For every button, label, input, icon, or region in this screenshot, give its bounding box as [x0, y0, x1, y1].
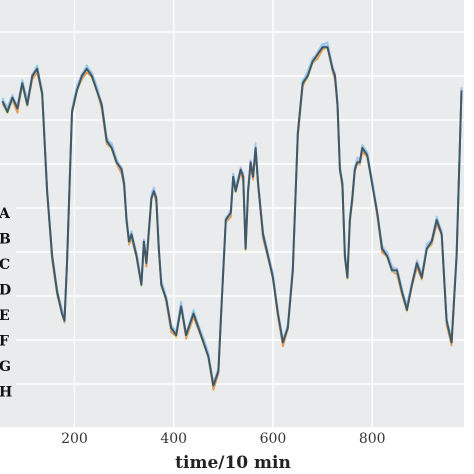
legend-label-A: A: [0, 206, 11, 222]
x-tick-label-600: 600: [260, 431, 287, 447]
x-axis-ticks: 200 400 600 800: [61, 431, 385, 447]
series-lines: [1, 41, 463, 391]
legend-label-E: E: [0, 308, 10, 324]
x-tick-label-200: 200: [61, 431, 88, 447]
legend-label-C: C: [0, 257, 10, 273]
legend-label-F: F: [0, 334, 9, 350]
series-line-H: [1, 46, 463, 387]
x-tick-label-400: 400: [160, 431, 187, 447]
x-tick-label-800: 800: [359, 431, 386, 447]
x-axis-title: time/10 min: [175, 453, 291, 473]
legend-label-D: D: [0, 283, 11, 299]
legend-label-H: H: [0, 385, 12, 401]
legend-label-B: B: [0, 232, 11, 248]
legend-background: [0, 198, 16, 404]
plot-background: [0, 0, 464, 428]
legend-label-G: G: [0, 359, 11, 375]
